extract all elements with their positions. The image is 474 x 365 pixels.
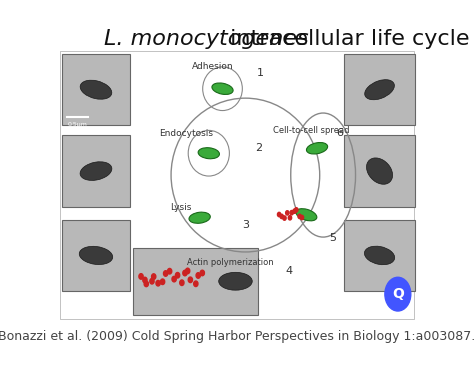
Circle shape: [280, 214, 283, 219]
Circle shape: [288, 216, 292, 220]
Ellipse shape: [212, 83, 233, 95]
Text: intracellular life cycle: intracellular life cycle: [222, 29, 469, 49]
Circle shape: [283, 216, 286, 220]
Ellipse shape: [80, 80, 112, 99]
Text: 4: 4: [285, 266, 292, 276]
Circle shape: [180, 280, 184, 285]
Circle shape: [156, 280, 160, 286]
Text: 5: 5: [329, 233, 336, 243]
Ellipse shape: [365, 80, 394, 100]
Circle shape: [164, 271, 168, 276]
Ellipse shape: [366, 158, 392, 184]
Text: 1: 1: [257, 68, 264, 78]
FancyBboxPatch shape: [345, 220, 415, 291]
FancyBboxPatch shape: [345, 135, 415, 207]
FancyBboxPatch shape: [345, 54, 415, 126]
Circle shape: [277, 212, 281, 217]
Circle shape: [286, 211, 289, 215]
Text: Cell-to-cell spread: Cell-to-cell spread: [273, 126, 350, 135]
Circle shape: [293, 209, 296, 214]
Circle shape: [194, 281, 198, 287]
Ellipse shape: [222, 274, 245, 285]
Text: 3: 3: [242, 220, 249, 230]
Ellipse shape: [365, 246, 395, 265]
Ellipse shape: [307, 142, 328, 154]
Circle shape: [152, 274, 156, 279]
Ellipse shape: [296, 209, 317, 221]
Circle shape: [143, 277, 147, 283]
Ellipse shape: [80, 162, 112, 180]
Circle shape: [172, 276, 176, 282]
Circle shape: [139, 274, 143, 279]
Ellipse shape: [79, 246, 113, 265]
Circle shape: [298, 214, 301, 219]
Circle shape: [185, 268, 190, 274]
Circle shape: [150, 278, 154, 284]
Ellipse shape: [198, 148, 219, 159]
Text: Actin polymerization: Actin polymerization: [187, 258, 273, 267]
Circle shape: [144, 281, 148, 287]
Text: Adhesion: Adhesion: [192, 62, 233, 72]
Circle shape: [175, 273, 180, 278]
Ellipse shape: [189, 212, 210, 223]
Text: Bonazzi et al. (2009) Cold Spring Harbor Perspectives in Biology 1:a003087.: Bonazzi et al. (2009) Cold Spring Harbor…: [0, 330, 474, 343]
Circle shape: [300, 215, 304, 220]
Text: 2: 2: [255, 143, 262, 153]
Circle shape: [188, 277, 192, 283]
Circle shape: [200, 270, 204, 276]
Text: Q: Q: [392, 287, 404, 301]
FancyBboxPatch shape: [63, 220, 129, 291]
Text: 0.5μm: 0.5μm: [68, 123, 88, 127]
Circle shape: [183, 270, 187, 276]
Circle shape: [385, 277, 411, 311]
FancyBboxPatch shape: [63, 54, 129, 126]
FancyBboxPatch shape: [60, 51, 414, 319]
FancyBboxPatch shape: [63, 135, 129, 207]
Circle shape: [167, 268, 172, 274]
Ellipse shape: [219, 272, 252, 290]
Text: 6: 6: [337, 128, 343, 138]
FancyBboxPatch shape: [133, 247, 258, 315]
Circle shape: [290, 211, 293, 215]
Circle shape: [160, 279, 165, 285]
Text: Lysis: Lysis: [170, 203, 191, 212]
Text: L. monocytogenes: L. monocytogenes: [104, 29, 309, 49]
Circle shape: [295, 208, 298, 212]
Circle shape: [196, 273, 201, 278]
Text: Endocytosis: Endocytosis: [159, 129, 213, 138]
